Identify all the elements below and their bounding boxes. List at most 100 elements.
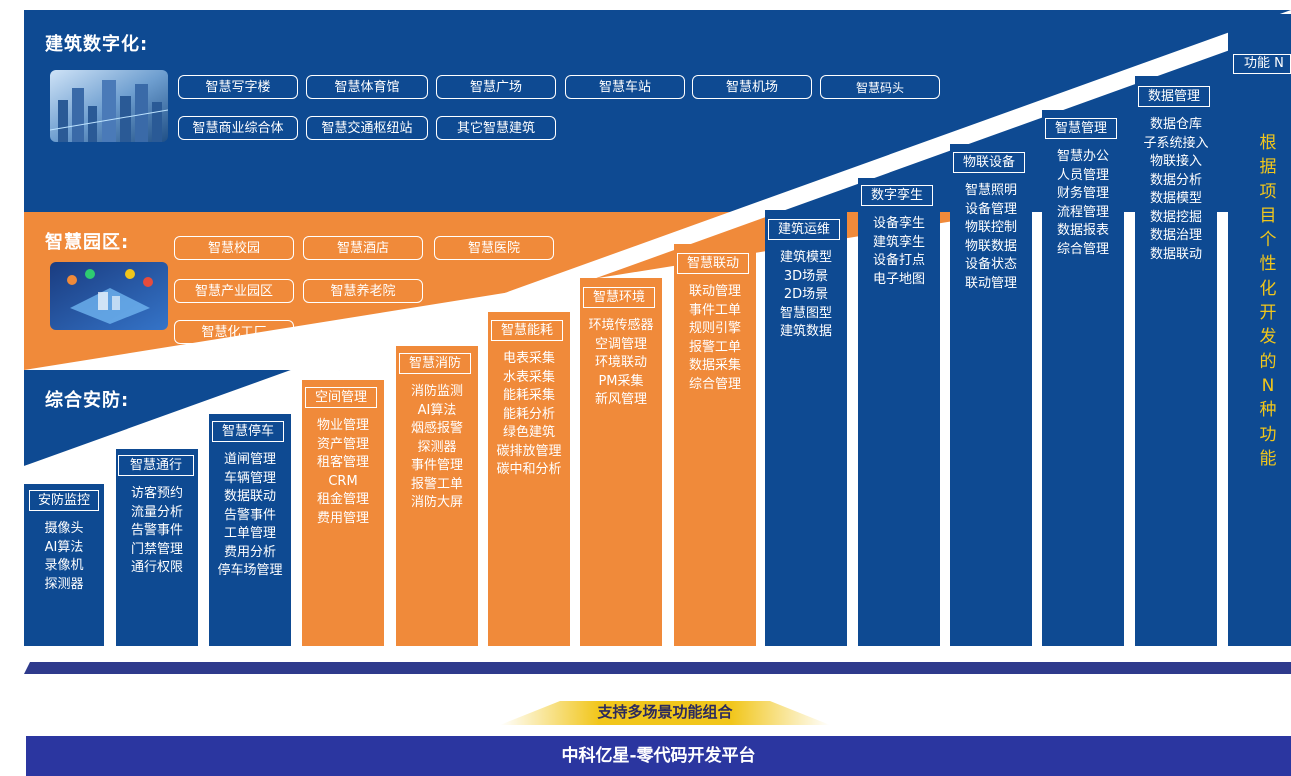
park-item[interactable]: 智慧养老院 [303, 279, 423, 303]
function-column: 智慧通行访客预约 流量分析 告警事件 门禁管理 通行权限 [116, 449, 198, 646]
function-item: 探测器 [417, 439, 457, 455]
n-function-column [1228, 14, 1291, 646]
function-column-title[interactable]: 智慧环境 [583, 287, 655, 308]
function-column: 智慧管理 智慧办公 人员管理 财务管理 流程管理 数据报表 综合管理 [1042, 110, 1124, 646]
function-item: 智慧图型 [779, 305, 832, 321]
function-item: 消防监测 [410, 384, 463, 399]
function-item: 2D场景 [783, 287, 829, 302]
digital-item[interactable]: 其它智慧建筑 [436, 116, 556, 140]
function-column-title[interactable]: 数据管理 [1138, 86, 1210, 107]
digital-item[interactable]: 智慧体育馆 [306, 75, 428, 99]
n-function-title[interactable]: 功能 N [1233, 54, 1291, 74]
function-column: 数据管理 数据仓库 子系统接入 物联接入 数据分析 数据模型 数据挖掘 数据治理 数据联动 [1135, 76, 1217, 646]
slogan-arrow [500, 701, 830, 725]
function-column-title[interactable]: 安防监控 [29, 490, 99, 511]
function-item: 停车场管理 [217, 563, 283, 578]
function-item: 物联接入 [1149, 154, 1202, 169]
function-column-items: 智慧办公 人员管理 财务管理 流程管理 数据报表 综合管理 [1042, 148, 1124, 259]
function-column-items: 摄像头 AI算法 录像机 探测器 [24, 520, 104, 594]
digital-item[interactable]: 智慧车站 [565, 75, 685, 99]
function-item: 电子地图 [872, 271, 925, 287]
function-item: 联动管理 [964, 275, 1017, 291]
function-item: 3D场景 [783, 268, 829, 284]
function-item: 摄像头 [44, 521, 84, 536]
n-function-char: 发 [1259, 327, 1277, 348]
function-item: 数据挖掘 [1149, 209, 1202, 225]
function-item: 烟感报警 [410, 421, 463, 436]
function-item: 绿色建筑 [502, 425, 555, 440]
park-item[interactable]: 智慧校园 [174, 236, 294, 260]
park-item[interactable]: 智慧产业园区 [174, 279, 294, 303]
function-item: 空调管理 [594, 336, 647, 352]
function-column-title[interactable]: 智慧通行 [118, 455, 194, 476]
function-column-title[interactable]: 数字孪生 [861, 185, 933, 206]
park-item[interactable]: 智慧医院 [434, 236, 554, 260]
n-function-char: 功 [1259, 424, 1277, 445]
digital-item[interactable]: 智慧机场 [692, 75, 812, 99]
function-column-items: 联动管理 事件工单 规则引擎 报警工单 数据采集 综合管理 [674, 283, 756, 394]
platform-name: 中科亿星-零代码开发平台 [561, 746, 756, 766]
function-column-items: 访客预约 流量分析 告警事件 门禁管理 通行权限 [116, 485, 198, 578]
function-column-items: 物业管理 资产管理 租客管理 CRM 租金管理 费用管理 [302, 417, 384, 528]
function-column: 智慧停车 道闸管理 车辆管理 数据联动 告警事件 工单管理 费用分析 停车场管理 [209, 414, 291, 646]
function-item: 费用分析 [223, 544, 276, 560]
n-function-char: 开 [1259, 303, 1277, 324]
function-item: AI算法 [417, 402, 457, 418]
function-item: 财务管理 [1056, 186, 1109, 201]
function-item: 事件管理 [410, 458, 463, 473]
function-item: 碳中和分析 [496, 462, 562, 477]
function-item: 碳排放管理 [496, 443, 562, 459]
function-column: 智慧能耗 电表采集 水表采集 能耗采集 能耗分析 绿色建筑 碳排放管理 碳中和分析 [488, 312, 570, 646]
park-band-title: 智慧园区: [45, 232, 130, 253]
function-column-title[interactable]: 建筑运维 [768, 219, 840, 240]
park-item[interactable]: 智慧酒店 [303, 236, 423, 260]
function-item: 数据采集 [688, 358, 741, 373]
digital-item[interactable]: 智慧写字楼 [178, 75, 298, 99]
function-item: 流程管理 [1056, 204, 1109, 220]
digital-item[interactable]: 智慧商业综合体 [178, 116, 298, 140]
function-item: 综合管理 [1056, 241, 1109, 257]
function-item: 综合管理 [688, 376, 741, 392]
function-item: 设备管理 [964, 201, 1017, 217]
function-item: 子系统接入 [1143, 135, 1209, 151]
function-column-title[interactable]: 智慧停车 [212, 421, 284, 442]
n-function-char: 能 [1259, 448, 1277, 469]
function-column-title[interactable]: 智慧消防 [399, 353, 471, 374]
function-column-title[interactable]: 物联设备 [953, 152, 1025, 173]
slogan-text: 支持多场景功能组合 [597, 703, 733, 721]
function-column-items: 消防监测 AI算法 烟感报警 探测器 事件管理 报警工单 消防大屏 [396, 383, 478, 513]
function-column-title[interactable]: 智慧能耗 [491, 320, 563, 341]
function-item: 事件工单 [688, 302, 741, 318]
digital-item[interactable]: 智慧交通枢纽站 [306, 116, 428, 140]
function-item: 能耗采集 [502, 388, 555, 403]
function-item: PM采集 [598, 373, 644, 389]
digital-item[interactable]: 智慧码头 [820, 75, 940, 99]
n-function-char: 项 [1259, 181, 1277, 202]
function-item: 电表采集 [502, 351, 555, 366]
function-column: 空间管理物业管理 资产管理 租客管理 CRM 租金管理 费用管理 [302, 380, 384, 646]
n-function-char: 目 [1259, 205, 1277, 226]
function-column-title[interactable]: 空间管理 [305, 387, 377, 408]
function-item: 道闸管理 [223, 452, 276, 467]
function-column-items: 电表采集 水表采集 能耗采集 能耗分析 绿色建筑 碳排放管理 碳中和分析 [488, 350, 570, 480]
function-column-title[interactable]: 智慧管理 [1045, 118, 1117, 139]
function-item: 建筑孪生 [872, 234, 925, 250]
function-item: CRM [328, 473, 358, 489]
function-item: 物联数据 [964, 238, 1017, 254]
function-item: 联动管理 [688, 284, 741, 299]
function-item: 费用管理 [316, 510, 369, 526]
park-item[interactable]: 智慧化工厂 [174, 320, 294, 344]
function-column-items: 建筑模型 3D场景 2D场景 智慧图型 建筑数据 [765, 249, 847, 342]
function-item: 资产管理 [316, 436, 369, 452]
n-function-char: 个 [1259, 230, 1277, 251]
function-column-items: 道闸管理 车辆管理 数据联动 告警事件 工单管理 费用分析 停车场管理 [209, 451, 291, 581]
function-item: 智慧照明 [964, 183, 1017, 198]
function-item: 环境传感器 [588, 318, 654, 333]
function-item: 设备孪生 [872, 216, 925, 231]
function-column-title[interactable]: 智慧联动 [677, 253, 749, 274]
digital-item[interactable]: 智慧广场 [436, 75, 556, 99]
smart-city-thumbnail [50, 70, 168, 142]
function-item: 录像机 [44, 558, 84, 573]
